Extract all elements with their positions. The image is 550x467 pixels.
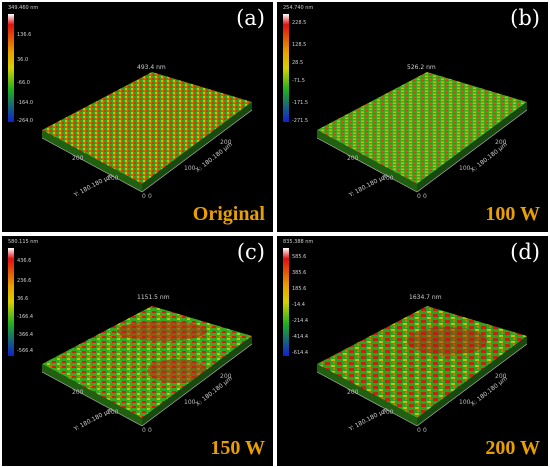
panel-b: 0 0 100 100 200 200 254.740 nm 228.5 128.5 28… [277, 2, 548, 232]
scale-tick: -14.4 [292, 302, 305, 308]
color-scale-bar [283, 248, 289, 356]
scale-tick: -164.0 [17, 100, 34, 106]
scale-tick: -614.4 [292, 350, 309, 356]
panel-letter: (c) [236, 240, 265, 264]
panel-letter: (b) [510, 6, 540, 30]
scale-max: 835.388 nm [283, 239, 314, 245]
x-axis-tick: 0 [148, 427, 152, 434]
x-axis-tick: 100 [184, 165, 196, 172]
surface [317, 72, 527, 184]
y-axis-tick: 0 [142, 427, 146, 434]
scale-tick: -214.4 [292, 318, 309, 324]
y-axis-tick: 200 [72, 155, 84, 162]
color-scale-bar [8, 248, 14, 356]
scale-tick: 228.5 [292, 20, 307, 26]
scale-tick: 185.6 [292, 286, 307, 292]
panel-a: 0 0 100 100 200 200 349.460 nm 136.6 36.0 -66… [2, 2, 273, 232]
peak-height: 526.2 nm [407, 64, 436, 71]
y-axis-tick: 0 [417, 193, 421, 200]
x-axis-tick: 0 [423, 427, 427, 434]
y-axis-tick: 100 [107, 409, 119, 416]
scale-max: 580.115 nm [8, 239, 39, 245]
scale-tick: 36.6 [17, 296, 29, 302]
condition-label: 100 W [485, 203, 540, 225]
scale-tick: 585.6 [292, 254, 307, 260]
x-axis-tick: 100 [184, 399, 196, 406]
scale-max: 254.740 nm [283, 5, 314, 11]
scale-tick: -264.0 [17, 118, 34, 124]
y-axis-tick: 0 [142, 193, 146, 200]
panel-letter: (d) [510, 240, 540, 264]
surface-plot-d: 0 0 100 100 200 200 [283, 248, 528, 434]
scale-tick: -66.0 [17, 80, 30, 86]
x-axis-tick: 100 [459, 165, 471, 172]
peak-height: 1634.7 nm [409, 294, 442, 301]
condition-label: 150 W [210, 437, 265, 459]
scale-tick: 436.6 [17, 258, 32, 264]
scale-tick: -271.5 [292, 118, 309, 124]
condition-label: 200 W [485, 437, 540, 459]
scale-max: 349.460 nm [8, 5, 39, 11]
y-axis-tick: 200 [347, 155, 359, 162]
scale-tick: -566.4 [17, 348, 34, 354]
scale-tick: -414.4 [292, 334, 309, 340]
scale-tick: 236.6 [17, 278, 32, 284]
x-axis-tick: 0 [423, 193, 427, 200]
scale-tick: 28.5 [292, 60, 304, 66]
panel-d: 0 0 100 100 200 200 835.388 nm 585.6 385.6 18… [277, 236, 548, 466]
scale-tick: 136.6 [17, 32, 32, 38]
surface-plot-c: 0 0 100 100 200 200 [8, 248, 253, 434]
x-axis-tick: 200 [220, 373, 232, 380]
surface-plot-b: 0 0 100 100 200 200 [283, 14, 528, 200]
x-axis-tick: 200 [220, 139, 232, 146]
condition-label: Original [192, 203, 265, 225]
panel-letter: (a) [236, 6, 265, 30]
scale-tick: 385.6 [292, 270, 307, 276]
peak-height: 1151.5 nm [137, 294, 170, 301]
surface [317, 306, 527, 418]
x-axis-tick: 100 [459, 399, 471, 406]
scale-tick: 128.5 [292, 42, 307, 48]
x-axis-tick: 200 [495, 139, 507, 146]
scale-tick: -366.4 [17, 332, 34, 338]
panel-c: 0 0 100 100 200 200 580.115 nm 436.6 236.6 36… [2, 236, 273, 466]
color-scale-bar [283, 14, 289, 122]
x-axis-tick: 0 [148, 193, 152, 200]
scale-tick: -171.5 [292, 100, 309, 106]
surface-plot-a: 0 0 100 100 200 200 [8, 14, 253, 200]
peak-height: 493.4 nm [137, 64, 166, 71]
y-axis-tick: 200 [72, 389, 84, 396]
y-axis-tick: 100 [107, 175, 119, 182]
y-axis-tick: 100 [382, 409, 394, 416]
x-axis-tick: 200 [495, 373, 507, 380]
scale-tick: -166.4 [17, 314, 34, 320]
y-axis-tick: 100 [382, 175, 394, 182]
y-axis-tick: 0 [417, 427, 421, 434]
scale-tick: 36.0 [17, 57, 29, 63]
scale-tick: -71.5 [292, 78, 305, 84]
y-axis-tick: 200 [347, 389, 359, 396]
color-scale-bar [8, 14, 14, 122]
surface [42, 72, 252, 184]
